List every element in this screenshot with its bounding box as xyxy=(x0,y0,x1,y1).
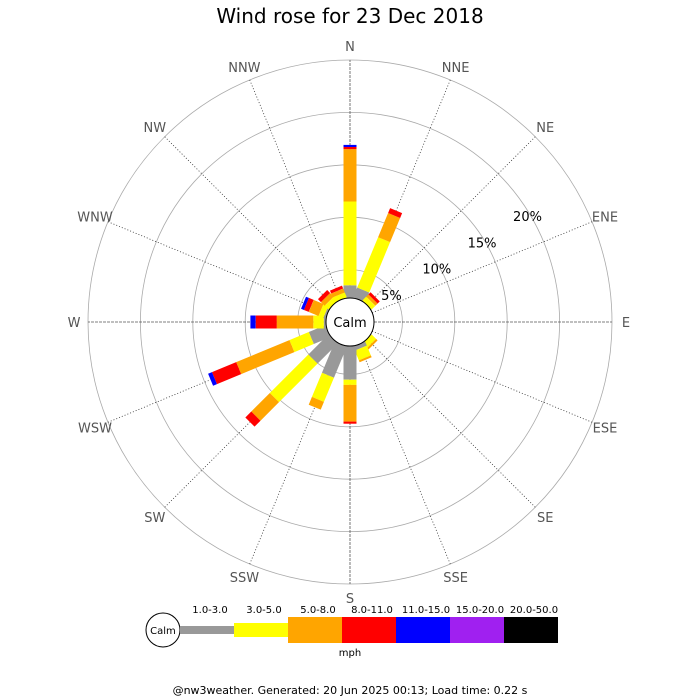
direction-label-ene: ENE xyxy=(592,210,618,225)
direction-label-sse: SSE xyxy=(443,571,468,586)
spoke-line xyxy=(349,321,536,508)
bar-segment-wnw-1 xyxy=(318,303,329,318)
wind-bars xyxy=(208,144,403,427)
bar-segment-nne-3 xyxy=(388,208,403,218)
bar-segment-sw-1 xyxy=(269,354,318,403)
direction-label-nw: NW xyxy=(144,121,167,136)
ring-labels: 5% 10% 15% 20% xyxy=(381,210,542,304)
bar-segment-ne-2 xyxy=(366,294,378,306)
bar-segment-wnw-2 xyxy=(308,299,324,316)
bar-segment-n-2 xyxy=(343,149,357,202)
bar-segment-nne-2 xyxy=(378,212,401,243)
legend-bin-label-6: 20.0-50.0 xyxy=(510,605,558,616)
legend-swatch-4 xyxy=(396,617,450,643)
direction-label-ne: NE xyxy=(536,121,554,136)
bar-segment-s-0 xyxy=(343,342,357,380)
legend-unit: mph xyxy=(338,648,362,659)
ring-label: 20% xyxy=(513,210,542,225)
ring-label: 10% xyxy=(422,263,451,278)
bar-stack-s xyxy=(343,342,357,424)
direction-label-se: SE xyxy=(537,511,553,526)
direction-label-sw: SW xyxy=(144,511,165,526)
spoke-line xyxy=(349,136,536,323)
bar-segment-ssw-0 xyxy=(321,338,349,378)
bar-segment-w-1 xyxy=(313,315,324,329)
bar-stack-ssw xyxy=(308,338,349,410)
bar-segment-ssw-1 xyxy=(311,372,334,402)
bar-segment-n-4 xyxy=(343,144,357,147)
legend-bin-label-1: 3.0-5.0 xyxy=(246,605,281,616)
legend-bin-label-0: 1.0-3.0 xyxy=(192,605,227,616)
legend-calm-label: Calm xyxy=(150,626,176,637)
direction-label-w: W xyxy=(68,316,81,331)
bar-stack-sw xyxy=(245,332,340,427)
legend-swatch-5 xyxy=(450,617,504,643)
bar-segment-sse-1 xyxy=(354,345,371,361)
legend-bin-label-5: 15.0-20.0 xyxy=(456,605,504,616)
bar-segment-nnw-1 xyxy=(332,292,347,303)
bar-segment-w-4 xyxy=(250,315,256,329)
direction-label-s: S xyxy=(346,592,354,607)
legend-bin-label-2: 5.0-8.0 xyxy=(300,605,335,616)
bar-segment-nw-2 xyxy=(320,292,334,306)
bar-stack-n xyxy=(343,144,357,301)
legend-swatch-2 xyxy=(288,617,342,643)
speed-legend: Calm 1.0-3.0 3.0-5.0 5.0-8.0 8.0-11.0 11.0-15… xyxy=(145,605,558,648)
direction-label-wnw: WNW xyxy=(77,210,113,225)
bar-segment-nnw-3 xyxy=(329,285,344,294)
bar-segment-wnw-3 xyxy=(303,297,314,312)
bar-stack-w xyxy=(250,315,329,329)
bar-segment-wsw-3 xyxy=(211,362,242,385)
bar-segment-sse-2 xyxy=(358,355,372,363)
spoke-line xyxy=(164,136,351,323)
bar-segment-s-3 xyxy=(343,421,357,424)
direction-label-e: E xyxy=(622,316,630,331)
footer-text: @nw3weather. Generated: 20 Jun 2025 00:1… xyxy=(172,684,528,697)
spoke-line xyxy=(349,321,593,423)
bar-segment-s-2 xyxy=(343,384,357,422)
bar-segment-nnw-2 xyxy=(331,288,345,298)
legend-swatch-3 xyxy=(342,617,396,643)
spoke-line xyxy=(249,79,351,323)
direction-label-ssw: SSW xyxy=(230,571,260,586)
ring-label: 15% xyxy=(468,236,497,251)
bar-segment-sw-0 xyxy=(308,332,340,364)
direction-label-nne: NNE xyxy=(442,61,470,76)
direction-label-nnw: NNW xyxy=(228,61,260,76)
direction-labels: N NNE NE ENE E ESE SE SSE S SSW SW WSW W WNW NW NNW xyxy=(68,40,631,607)
direction-label-ese: ESE xyxy=(593,422,618,437)
bar-stack-wnw xyxy=(301,296,334,320)
bar-segment-n-3 xyxy=(343,147,357,150)
bar-segment-n-1 xyxy=(343,201,357,286)
bar-segment-wsw-1 xyxy=(289,332,314,353)
legend-swatch-0 xyxy=(180,626,234,634)
bar-segment-n-0 xyxy=(343,285,357,301)
direction-label-n: N xyxy=(345,40,355,55)
bar-segment-ne-3 xyxy=(368,292,380,304)
bar-segment-w-3 xyxy=(255,315,277,329)
legend-swatch-6 xyxy=(504,617,558,643)
bar-segment-sw-3 xyxy=(245,411,261,427)
bar-segment-wnw-4 xyxy=(301,296,309,310)
calm-circle: Calm xyxy=(325,297,375,347)
legend-bin-label-4: 11.0-15.0 xyxy=(402,605,450,616)
legend-swatch-1 xyxy=(234,623,288,637)
bar-segment-wsw-4 xyxy=(208,372,217,386)
direction-label-wsw: WSW xyxy=(78,422,112,437)
bar-segment-ssw-2 xyxy=(308,396,324,410)
calm-label: Calm xyxy=(333,316,366,331)
bar-segment-w-2 xyxy=(276,315,314,329)
bar-segment-sw-2 xyxy=(251,392,280,421)
bar-segment-s-1 xyxy=(343,379,357,385)
ring-label: 5% xyxy=(381,289,402,304)
chart-title: Wind rose for 23 Dec 2018 xyxy=(216,4,484,28)
bar-segment-ne-1 xyxy=(362,296,376,310)
bar-segment-nw-3 xyxy=(317,289,331,303)
bar-segment-wsw-2 xyxy=(236,340,295,375)
bar-segment-se-2 xyxy=(366,338,378,350)
bar-segment-nne-1 xyxy=(357,237,391,293)
legend-bin-label-3: 8.0-11.0 xyxy=(351,605,393,616)
